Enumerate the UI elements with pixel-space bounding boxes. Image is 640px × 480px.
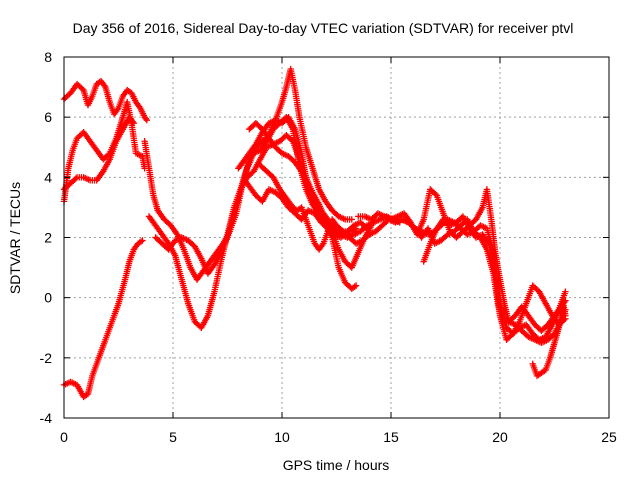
x-tick-label: 0 bbox=[60, 429, 68, 445]
series-track-3 bbox=[60, 113, 137, 193]
data-point bbox=[130, 119, 137, 127]
series-track-5 bbox=[141, 65, 355, 283]
chart-title: Day 356 of 2016, Sidereal Day-to-day VTE… bbox=[73, 20, 574, 36]
y-axis-label: SDTVAR / TECUs bbox=[7, 182, 23, 294]
x-tick-label: 10 bbox=[274, 429, 290, 445]
series-track-4 bbox=[60, 237, 146, 401]
y-tick-label: 2 bbox=[44, 230, 52, 246]
data-point bbox=[137, 238, 145, 245]
x-tick-label: 20 bbox=[492, 429, 508, 445]
x-axis-label: GPS time / hours bbox=[283, 457, 390, 473]
series-track-15 bbox=[420, 213, 569, 343]
x-tick-label: 15 bbox=[383, 429, 399, 445]
y-tick-label: -2 bbox=[40, 350, 53, 366]
series-track-10 bbox=[246, 119, 403, 241]
data-point bbox=[348, 216, 355, 223]
data-point bbox=[352, 282, 360, 289]
data-point bbox=[562, 288, 569, 295]
data-point bbox=[351, 283, 358, 290]
series-track-2 bbox=[60, 98, 148, 205]
x-tick-label: 5 bbox=[169, 429, 177, 445]
data-point bbox=[562, 312, 569, 319]
y-tick-label: 0 bbox=[44, 290, 52, 306]
data-point bbox=[72, 175, 79, 182]
series-track-16 bbox=[529, 300, 569, 380]
y-tick-label: 8 bbox=[44, 49, 52, 65]
data-point bbox=[432, 190, 439, 198]
x-tick-label: 25 bbox=[601, 429, 617, 445]
series-track-11 bbox=[257, 162, 340, 253]
y-tick-label: -4 bbox=[40, 410, 53, 426]
series-track-13 bbox=[355, 186, 569, 334]
data-point bbox=[560, 316, 568, 324]
data-points bbox=[60, 65, 569, 401]
y-tick-label: 6 bbox=[44, 109, 52, 125]
series-track-1 bbox=[60, 77, 151, 124]
data-point bbox=[139, 237, 146, 244]
axes: 0 5 10 15 20 25 -4 -2 0 2 4 6 8 bbox=[40, 49, 617, 445]
y-tick-label: 4 bbox=[44, 169, 52, 185]
data-point bbox=[143, 116, 151, 124]
